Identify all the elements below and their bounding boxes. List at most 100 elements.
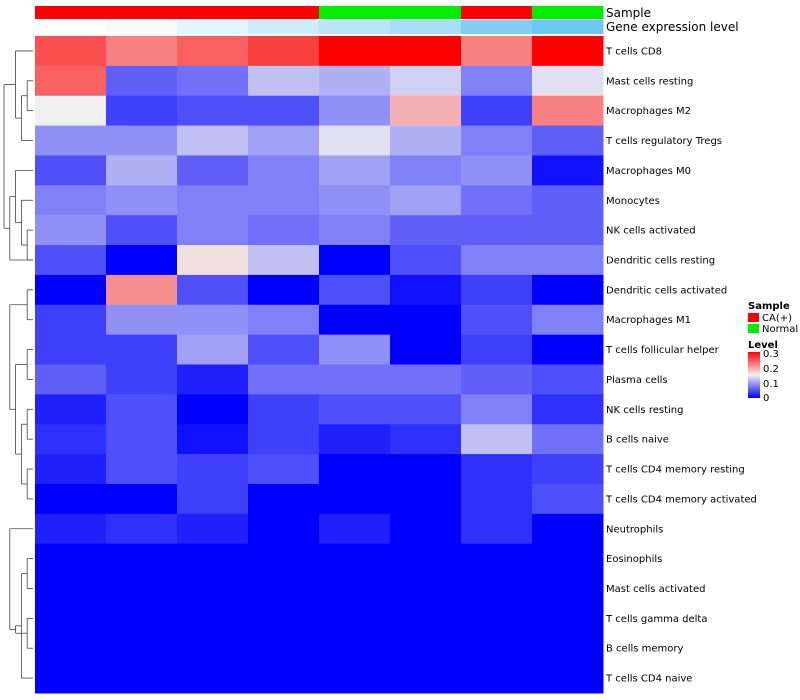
row-label: Mast cells resting	[606, 76, 693, 87]
heatmap-cell	[461, 513, 533, 545]
heatmap-cell	[106, 245, 178, 276]
heatmap-cell	[390, 364, 462, 395]
heatmap-cell	[319, 65, 391, 97]
heatmap-cell	[319, 663, 391, 694]
heatmap-cell	[319, 364, 391, 395]
heatmap-cell	[461, 215, 533, 246]
heatmap-cell	[35, 364, 107, 395]
heatmap-cell	[177, 95, 249, 127]
heatmap-cell	[248, 513, 320, 545]
row-label: Neutrophils	[606, 524, 663, 535]
heatmap-cell	[177, 603, 249, 634]
row-label: Macrophages M0	[606, 166, 691, 177]
heatmap-cell	[248, 483, 320, 515]
heatmap-cell	[319, 543, 391, 575]
heatmap-cell	[532, 334, 604, 365]
heatmap-cell	[248, 125, 320, 156]
track-label-sample: Sample	[606, 6, 651, 20]
heatmap-cell	[106, 274, 178, 306]
heatmap-cell	[461, 573, 533, 604]
track-label-gene-expression-level: Gene expression level	[606, 20, 739, 34]
heatmap-cell	[532, 274, 604, 306]
heatmap-cell	[35, 304, 107, 336]
row-label: T cells follicular helper	[605, 345, 720, 356]
heatmap-cell	[35, 215, 107, 246]
sample-track-cell	[248, 6, 320, 19]
heatmap-cell	[532, 185, 604, 216]
heatmap-cell	[461, 65, 533, 97]
legend-label-ca-plus: CA(+)	[762, 313, 792, 324]
heatmap-cell	[532, 573, 604, 604]
heatmap-cell	[532, 633, 604, 664]
row-label: T cells CD4 memory resting	[605, 465, 745, 476]
heatmap-cell	[106, 573, 178, 604]
heatmap-cell	[390, 95, 462, 127]
heatmap-cell	[461, 36, 533, 67]
legend-level-tick: 0.2	[763, 364, 779, 375]
heatmap-cell	[177, 36, 249, 67]
heatmap-cell	[319, 245, 391, 276]
heatmap-cell	[177, 304, 249, 336]
heatmap-cell	[532, 364, 604, 395]
row-label: T cells CD8	[605, 46, 662, 57]
heatmap-cell	[106, 155, 178, 186]
heatmap-cell	[532, 424, 604, 455]
expression-track-cell	[319, 20, 391, 34]
heatmap-cell	[390, 334, 462, 365]
heatmap-cell	[35, 334, 107, 365]
heatmap-cell	[532, 215, 604, 246]
heatmap-cell	[390, 245, 462, 276]
row-label: Eosinophils	[606, 554, 662, 565]
heatmap-cell	[106, 454, 178, 485]
heatmap-cell	[248, 364, 320, 395]
heatmap-cell	[390, 573, 462, 604]
heatmap-cell	[532, 304, 604, 336]
heatmap-cell	[390, 185, 462, 216]
heatmap-cell	[248, 424, 320, 455]
row-label: NK cells activated	[606, 226, 696, 237]
expression-track-cell	[106, 20, 178, 34]
heatmap-cell	[35, 36, 107, 67]
row-label: NK cells resting	[606, 405, 683, 416]
sample-track-cell	[532, 6, 604, 19]
heatmap-cell	[35, 663, 107, 694]
heatmap-cell	[177, 185, 249, 216]
heatmap-cell	[319, 36, 391, 67]
heatmap-cell	[461, 304, 533, 336]
row-label: Dendritic cells activated	[606, 285, 727, 296]
heatmap-cell	[532, 483, 604, 515]
column-annotation-tracks	[35, 6, 604, 34]
heatmap-cell	[35, 274, 107, 306]
heatmap-cell	[390, 125, 462, 156]
heatmap-cell	[106, 95, 178, 127]
heatmap-cell	[106, 663, 178, 694]
heatmap-cell	[106, 364, 178, 395]
legend-swatch-normal	[748, 324, 759, 333]
row-dendrogram	[3, 50, 33, 679]
heatmap-cell	[177, 215, 249, 246]
heatmap-cell	[177, 125, 249, 156]
heatmap-cell	[461, 424, 533, 455]
heatmap-cell	[461, 483, 533, 515]
heatmap-cell	[177, 394, 249, 425]
heatmap-cell	[319, 513, 391, 545]
heatmap-cell	[390, 304, 462, 336]
heatmap-cell	[319, 95, 391, 127]
heatmap-cell	[248, 274, 320, 306]
row-label: T cells gamma delta	[605, 614, 707, 625]
heatmap-cell	[390, 513, 462, 545]
row-labels: T cells CD8 Mast cells resting Macrophages…	[605, 46, 757, 684]
row-label: Monocytes	[606, 196, 660, 207]
heatmap-cell	[106, 125, 178, 156]
heatmap-cell	[106, 603, 178, 634]
row-label: T cells CD4 naive	[605, 674, 692, 685]
legend-level-tick: 0	[763, 393, 769, 404]
heatmap-cell	[177, 513, 249, 545]
heatmap-cell	[177, 454, 249, 485]
heatmap-cell	[461, 364, 533, 395]
heatmap-cell	[106, 215, 178, 246]
heatmap-cell	[35, 245, 107, 276]
heatmap-cell	[319, 454, 391, 485]
heatmap-cell	[461, 155, 533, 186]
heatmap-cell	[177, 573, 249, 604]
